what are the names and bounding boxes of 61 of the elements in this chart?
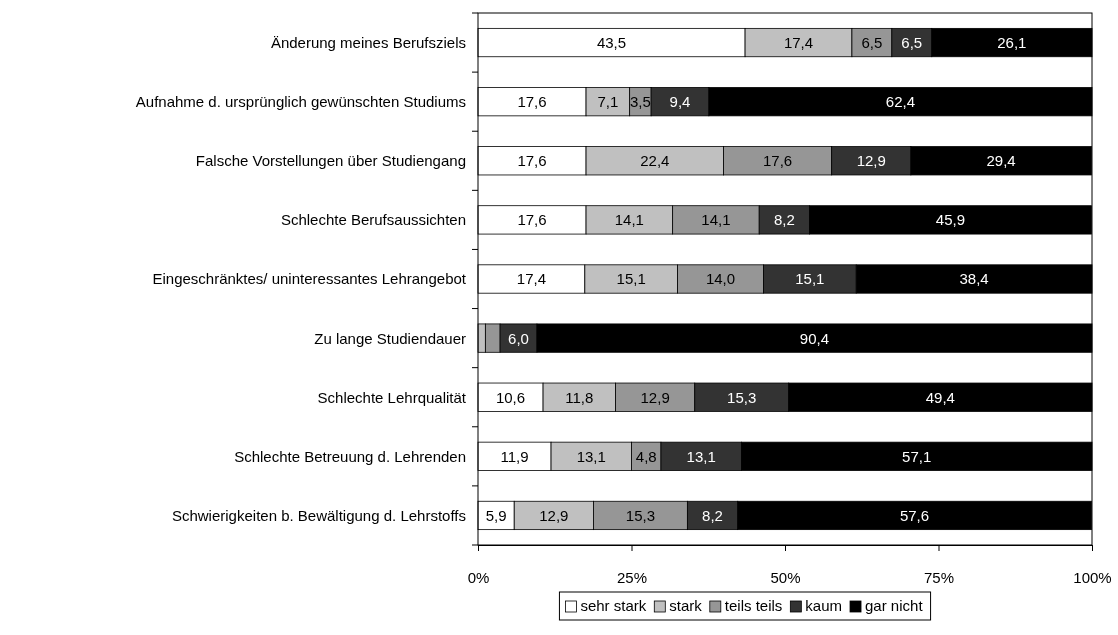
x-tick-label: 25% (616, 568, 648, 586)
data-label: 3,5 (629, 93, 651, 111)
data-label: 26,1 (997, 33, 1027, 51)
data-label: 8,2 (773, 211, 795, 229)
data-label: 17,6 (763, 152, 793, 170)
legend-label: teils teils (724, 597, 783, 615)
data-label: 57,1 (902, 447, 932, 465)
data-label: 14,0 (705, 270, 736, 288)
data-label: 9,4 (669, 93, 691, 111)
y-tick-label: Schlechte Betreuung d. Lehrenden (234, 447, 466, 465)
x-tick-label: 75% (923, 568, 955, 586)
data-label: 29,4 (986, 152, 1016, 170)
data-label: 62,4 (885, 93, 916, 111)
data-label: 8,2 (702, 506, 723, 524)
data-label: 15,1 (616, 270, 646, 288)
data-label: 12,9 (856, 152, 886, 170)
data-label: 90,4 (799, 329, 830, 347)
data-label: 17,6 (517, 211, 547, 229)
data-label: 22,4 (640, 152, 670, 170)
data-label: 49,4 (925, 388, 955, 406)
y-tick-label: Schlechte Berufsaussichten (280, 211, 466, 229)
data-label: 5,9 (485, 506, 507, 524)
legend-label: stark (669, 597, 703, 615)
data-label: 11,8 (565, 388, 594, 406)
x-tick-label: 0% (467, 568, 490, 586)
y-tick-label: Schlechte Lehrqualität (317, 388, 467, 406)
data-label: 6,5 (861, 33, 883, 51)
data-label: 17,6 (517, 93, 547, 111)
data-label: 43,5 (596, 33, 627, 51)
data-label: 6,5 (901, 33, 923, 51)
y-tick-label: Änderung meines Berufsziels (270, 33, 466, 51)
data-label: 38,4 (959, 270, 989, 288)
data-label: 14,1 (614, 211, 644, 229)
legend-label: sehr stark (580, 597, 647, 615)
data-label: 17,4 (516, 270, 547, 288)
data-label: 15,3 (727, 388, 757, 406)
data-label: 15,1 (795, 270, 825, 288)
data-label: 4,8 (635, 447, 657, 465)
data-label: 13,1 (686, 447, 716, 465)
legend-label: kaum (805, 597, 843, 615)
y-tick-label: Schwierigkeiten b. Bewältigung d. Lehrstoffs (171, 506, 466, 524)
data-label: 10,6 (495, 388, 526, 406)
data-label: 17,6 (517, 152, 547, 170)
legend-label: gar nicht (865, 597, 924, 615)
data-label: 45,9 (935, 211, 966, 229)
data-label: 11,9 (500, 447, 529, 465)
data-label: 57,6 (899, 506, 930, 524)
data-label: 13,1 (576, 447, 606, 465)
data-label: 14,1 (701, 211, 731, 229)
x-tick-label: 100% (1073, 568, 1112, 586)
y-tick-label: Zu lange Studiendauer (314, 329, 466, 347)
y-tick-label: Falsche Vorstellungen über Studiengang (195, 152, 466, 170)
x-tick-label: 50% (770, 568, 801, 586)
y-tick-label: Eingeschränktes/ uninteressantes Lehrangebot (152, 270, 467, 288)
data-label: 17,4 (783, 33, 814, 51)
data-label: 7,1 (597, 93, 619, 111)
data-label: 12,9 (640, 388, 670, 406)
y-tick-label: Aufnahme d. ursprünglich gewünschten Studiums (135, 93, 466, 111)
data-label: 6,0 (508, 329, 529, 347)
data-label: 12,9 (539, 506, 569, 524)
data-label: 15,3 (625, 506, 655, 524)
